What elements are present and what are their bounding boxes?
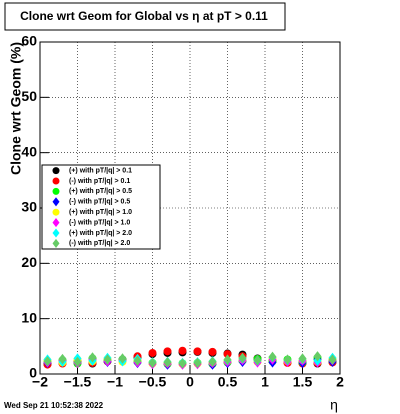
- y-tick-label: 20: [21, 254, 37, 270]
- legend-label: (+) with pT/|q| > 0.1: [69, 167, 132, 174]
- marker: [103, 354, 112, 365]
- series: [43, 351, 337, 369]
- y-tick-label: 30: [21, 199, 37, 215]
- marker: [313, 351, 322, 362]
- y-tick-label: 60: [21, 33, 37, 49]
- x-tick-label: −1.5: [64, 374, 92, 390]
- marker: [52, 228, 60, 238]
- x-tick-label: −0.5: [139, 374, 167, 390]
- legend: (+) with pT/|q| > 0.1 (-) with pT/|q| > 0…: [41, 164, 161, 250]
- marker: [148, 348, 157, 357]
- marker: [253, 354, 262, 366]
- marker: [52, 187, 60, 195]
- legend-label: (-) with pT/|q| > 1.0: [69, 219, 130, 226]
- timestamp: Wed Sep 21 10:52:38 2022: [4, 401, 104, 410]
- marker: [178, 358, 187, 369]
- marker: [133, 355, 142, 366]
- x-tick-label: 1: [261, 374, 269, 390]
- marker: [58, 353, 67, 365]
- marker: [52, 197, 60, 207]
- marker: [118, 353, 127, 364]
- marker: [163, 357, 172, 368]
- legend-box: [41, 164, 161, 250]
- marker: [193, 357, 202, 369]
- y-tick-label: 40: [21, 143, 37, 159]
- x-tick-label: −2: [32, 374, 48, 390]
- marker: [298, 353, 307, 364]
- marker: [52, 167, 60, 175]
- marker: [283, 354, 292, 365]
- legend-label: (+) with pT/|q| > 0.5: [69, 188, 132, 195]
- marker: [52, 218, 60, 228]
- marker: [43, 356, 52, 367]
- x-axis-label: η: [330, 397, 338, 413]
- legend-label: (-) with pT/|q| > 0.5: [69, 199, 130, 206]
- chart-title: Clone wrt Geom for Global vs η at pT > 0…: [20, 9, 268, 23]
- marker: [208, 356, 217, 368]
- x-tick-label: 0: [186, 374, 194, 390]
- y-tick-label: 10: [21, 309, 37, 325]
- marker: [223, 350, 232, 359]
- x-tick-label: −1: [107, 374, 123, 390]
- marker: [148, 357, 157, 369]
- marker: [163, 347, 172, 356]
- plot-frame: [39, 41, 341, 375]
- marker: [208, 347, 217, 356]
- legend-label: (-) with pT/|q| > 0.1: [69, 178, 130, 185]
- marker: [223, 354, 232, 365]
- y-axis-label: Clone wrt Geom (%): [8, 42, 24, 175]
- y-tick-label: 50: [21, 88, 37, 104]
- y-tick-label: 0: [29, 365, 37, 381]
- marker: [238, 352, 247, 364]
- marker: [52, 238, 60, 248]
- marker: [268, 351, 277, 363]
- legend-label: (-) with pT/|q| > 2.0: [69, 240, 130, 247]
- marker: [178, 346, 187, 355]
- marker: [88, 352, 97, 363]
- marker: [328, 354, 337, 365]
- marker: [193, 347, 202, 356]
- x-tick-label: 2: [336, 374, 344, 390]
- marker: [52, 177, 60, 185]
- x-tick-label: 0.5: [218, 374, 238, 390]
- legend-label: (+) with pT/|q| > 2.0: [69, 230, 132, 237]
- x-tick-label: 1.5: [293, 374, 313, 390]
- marker: [73, 356, 82, 368]
- legend-label: (+) with pT/|q| > 1.0: [69, 209, 132, 216]
- title-box: [4, 2, 286, 31]
- marker: [52, 208, 60, 216]
